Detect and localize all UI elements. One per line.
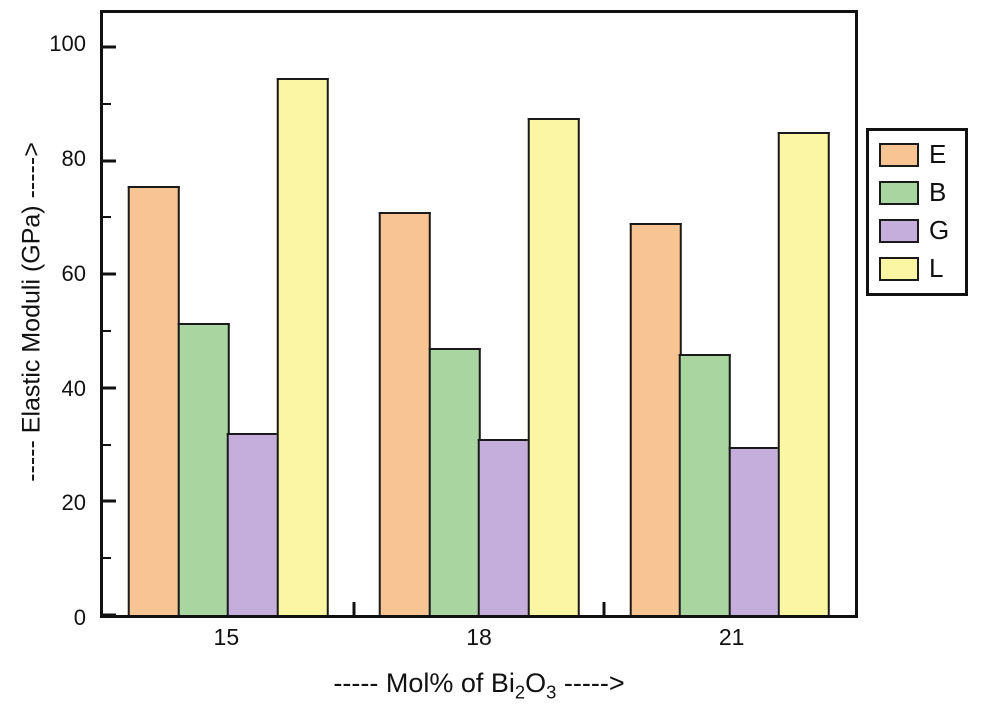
legend-swatch-l xyxy=(879,256,919,281)
legend-label-g: G xyxy=(929,214,950,245)
y-tick-label: 80 xyxy=(61,146,86,172)
legend-swatch-e xyxy=(879,142,919,167)
legend-swatch-g xyxy=(879,218,919,243)
y-major-tick xyxy=(103,45,116,49)
bar-group-15 xyxy=(128,13,329,615)
bar-e-18 xyxy=(378,211,431,615)
legend-entry-l: L xyxy=(879,252,949,284)
legend-entry-b: B xyxy=(879,176,949,208)
y-tick-label: 100 xyxy=(49,31,86,57)
x-tick-label: 18 xyxy=(466,624,492,650)
bar-b-15 xyxy=(177,322,230,615)
y-minor-tick xyxy=(103,443,111,446)
x-tick xyxy=(352,602,356,615)
x-axis-title-suffix: -----> xyxy=(556,668,625,698)
bar-l-21 xyxy=(777,132,830,615)
x-axis-title-prefix: ----- Mol% of Bi xyxy=(333,668,515,698)
bar-group-21 xyxy=(629,13,830,615)
y-tick-labels: 0 20 40 60 80 100 xyxy=(0,10,86,629)
x-axis-title: ----- Mol% of Bi2O3 -----> xyxy=(100,668,858,703)
x-tick-label: 15 xyxy=(213,624,240,650)
x-axis-title-oxygen: O xyxy=(525,668,547,698)
legend-entry-g: G xyxy=(879,214,950,246)
legend-label-e: E xyxy=(929,139,947,169)
legend-label-l: L xyxy=(929,252,944,283)
y-tick-label: 40 xyxy=(61,375,86,401)
y-major-tick xyxy=(103,499,116,503)
bar-g-18 xyxy=(477,438,530,615)
y-tick-label: 60 xyxy=(61,260,86,286)
y-tick-label: 20 xyxy=(61,490,86,516)
x-axis-title-subscript-2: 2 xyxy=(514,681,526,703)
x-tick-labels: 15 18 21 xyxy=(100,626,858,658)
bar-b-18 xyxy=(428,348,481,615)
y-tick-label: 0 xyxy=(73,605,86,630)
plot-area xyxy=(100,10,858,618)
bar-g-21 xyxy=(728,447,781,615)
y-major-tick xyxy=(103,613,116,617)
bar-b-21 xyxy=(678,353,731,615)
y-minor-tick xyxy=(103,216,111,219)
y-minor-tick xyxy=(103,557,111,560)
bar-e-21 xyxy=(629,223,682,615)
y-minor-tick xyxy=(103,102,111,105)
legend-label-b: B xyxy=(929,176,947,207)
y-major-tick xyxy=(103,159,116,163)
y-major-tick xyxy=(103,272,116,276)
x-tick xyxy=(602,602,606,615)
bar-g-15 xyxy=(227,433,280,615)
y-minor-tick xyxy=(103,330,111,333)
bar-e-15 xyxy=(128,186,181,615)
legend-entry-e: E xyxy=(879,139,949,170)
x-axis-title-subscript-3: 3 xyxy=(546,681,557,703)
bar-group-18 xyxy=(378,13,580,615)
legend-swatch-b xyxy=(879,180,919,205)
bar-l-15 xyxy=(276,78,329,615)
y-major-tick xyxy=(103,386,116,390)
x-tick-label: 21 xyxy=(718,624,745,650)
bar-l-18 xyxy=(527,118,580,615)
